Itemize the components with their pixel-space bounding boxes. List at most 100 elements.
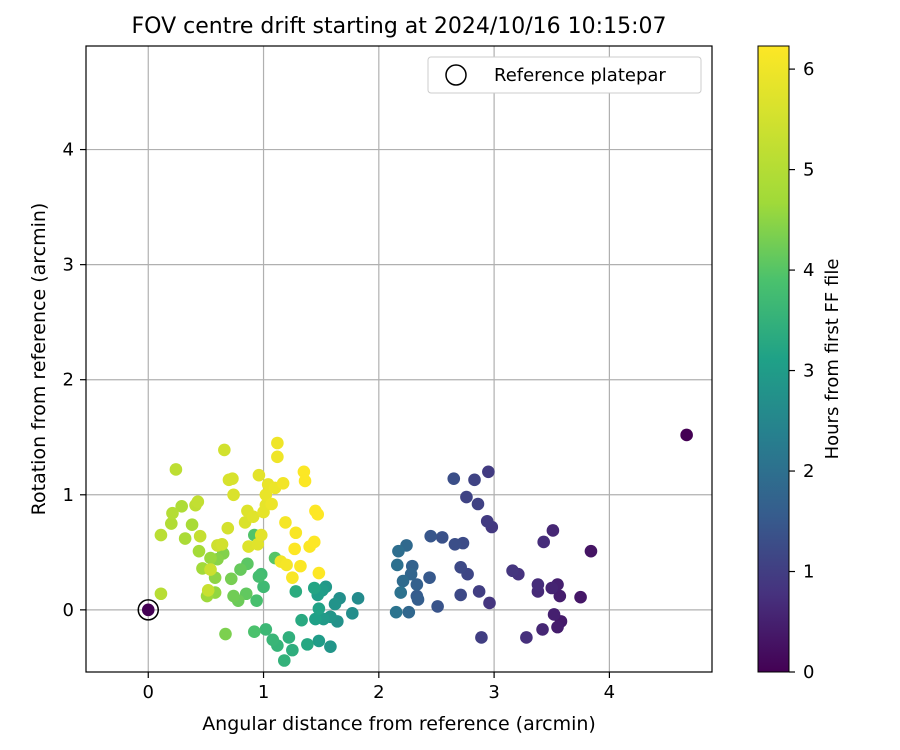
data-point xyxy=(252,468,266,482)
data-point xyxy=(553,589,567,603)
data-point xyxy=(224,572,238,586)
data-point xyxy=(480,514,494,528)
data-point xyxy=(248,625,261,639)
data-point xyxy=(294,559,307,573)
data-point xyxy=(277,654,291,667)
data-point xyxy=(201,583,215,597)
legend-label: Reference platepar xyxy=(494,65,666,86)
data-point xyxy=(411,593,425,606)
legend-marker-circle-icon xyxy=(445,64,467,86)
data-point xyxy=(271,450,284,464)
x-axis-label: Angular distance from reference (arcmin) xyxy=(202,713,596,735)
data-point xyxy=(312,602,326,616)
data-point xyxy=(448,537,462,551)
data-point xyxy=(218,443,231,457)
data-point xyxy=(506,564,519,578)
legend: Reference platepar xyxy=(427,56,702,94)
data-point xyxy=(584,544,598,558)
data-point xyxy=(454,588,467,602)
y-tick-label: 3 xyxy=(63,255,74,276)
colorbar-tick-label: 1 xyxy=(803,562,814,583)
y-tick-label: 2 xyxy=(63,370,74,391)
data-point xyxy=(390,558,404,572)
data-point xyxy=(394,586,408,599)
data-point xyxy=(227,589,240,603)
data-point xyxy=(324,640,337,653)
legend-frame xyxy=(427,56,702,94)
colorbar-tick-label: 6 xyxy=(803,59,814,80)
data-point xyxy=(280,558,293,572)
data-point xyxy=(250,594,263,607)
data-point xyxy=(288,542,301,556)
data-point xyxy=(431,600,444,613)
data-point xyxy=(547,608,561,621)
colorbar-tick-label: 3 xyxy=(803,361,814,382)
data-point xyxy=(435,531,449,544)
data-point xyxy=(221,521,235,535)
data-point xyxy=(297,465,311,479)
colorbar xyxy=(757,45,790,673)
data-point xyxy=(472,585,486,598)
data-point xyxy=(166,506,179,520)
data-point xyxy=(537,535,550,549)
data-point xyxy=(193,529,207,543)
data-point xyxy=(289,526,303,540)
data-point xyxy=(295,613,308,627)
data-point xyxy=(574,590,587,604)
data-point xyxy=(392,544,405,558)
data-point xyxy=(531,578,545,591)
data-point xyxy=(286,643,299,657)
data-point xyxy=(271,436,284,450)
colorbar-tick-label: 2 xyxy=(803,461,814,482)
data-point xyxy=(178,532,192,545)
colorbar-tick-label: 0 xyxy=(803,662,814,683)
y-tick-label: 0 xyxy=(63,600,74,621)
data-point xyxy=(520,631,533,644)
data-point xyxy=(185,518,199,532)
data-point xyxy=(165,517,178,530)
plot-frame xyxy=(85,45,713,673)
data-point xyxy=(154,528,168,542)
data-point xyxy=(551,620,564,634)
chart-title: FOV centre drift starting at 2024/10/16 … xyxy=(132,14,667,39)
data-point xyxy=(351,592,365,605)
colorbar-tick-label: 4 xyxy=(803,260,814,281)
data-point xyxy=(468,473,481,487)
data-point xyxy=(389,605,403,619)
colorbar-ticks: 0 1 2 3 4 5 6 xyxy=(789,59,814,683)
y-axis-ticks: 0 1 2 3 4 xyxy=(63,140,86,621)
data-point xyxy=(311,508,325,521)
data-point xyxy=(328,597,342,611)
data-point xyxy=(286,571,299,584)
data-point xyxy=(402,605,416,619)
data-point xyxy=(471,497,485,511)
data-point xyxy=(460,490,473,504)
data-point xyxy=(307,535,321,549)
y-tick-label: 1 xyxy=(63,485,74,506)
y-tick-label: 4 xyxy=(63,140,74,161)
reference-point xyxy=(141,603,155,617)
data-point xyxy=(423,571,436,584)
data-points xyxy=(154,428,693,667)
data-point xyxy=(545,581,559,595)
data-point xyxy=(309,612,322,626)
data-point xyxy=(259,623,273,636)
x-tick-label: 0 xyxy=(143,682,154,703)
data-point xyxy=(192,544,206,558)
x-tick-label: 3 xyxy=(488,682,499,703)
reference-ring xyxy=(137,599,160,621)
data-point xyxy=(204,551,217,565)
data-point xyxy=(175,499,188,513)
data-point xyxy=(169,463,183,476)
data-point xyxy=(191,495,205,508)
data-point xyxy=(252,570,266,583)
reference-marker xyxy=(137,599,160,621)
data-point xyxy=(279,516,292,529)
data-point xyxy=(246,510,260,523)
x-tick-label: 1 xyxy=(258,682,269,703)
data-point xyxy=(219,627,232,641)
data-point xyxy=(546,524,560,537)
data-point xyxy=(266,633,280,647)
data-point xyxy=(447,472,461,485)
